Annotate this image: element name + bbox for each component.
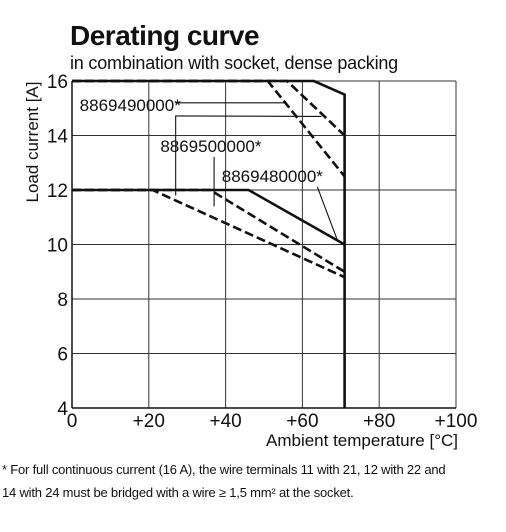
x-tick-label: 0 [67,411,78,432]
series-line-3 [72,79,346,178]
annotation-label-2: 8869500000* [160,137,262,156]
subtitle: in combination with socket, dense packin… [70,53,398,73]
title: Derating curve [70,20,260,51]
y-tick-label: 16 [47,72,68,93]
tick-labels: 4 6 8 10 12 14 16 0 +20 +40 +60 +80 +100 [47,72,478,432]
x-tick-label: +20 [133,411,165,432]
y-tick-label: 12 [47,181,68,202]
axes [71,81,456,409]
grid [72,80,457,408]
y-axis-label: Load current [A] [23,82,42,203]
annotation-label-1: 8869490000* [80,96,182,115]
annotations: 8869490000* 8869500000* 8869480000* [80,96,338,240]
y-tick-label: 4 [57,399,68,420]
footnote: * For full continuous current (16 A), th… [2,458,502,504]
x-axis-label: Ambient temperature [°C] [266,431,458,450]
y-tick-label: 10 [47,236,68,257]
annotation-label-3: 8869480000* [222,167,324,186]
x-tick-label: +100 [435,411,478,432]
derating-chart: 8869490000* 8869500000* 8869480000* 4 6 8 10 1… [23,72,478,450]
x-tick-label: +60 [286,411,318,432]
annotation-leader-3-1 [316,186,338,240]
series-group [72,79,346,408]
y-tick-label: 8 [57,290,68,311]
y-tick-label: 6 [57,345,68,366]
y-tick-label: 14 [47,127,69,148]
footnote-line-2: 14 with 24 must be bridged with a wire ≥… [2,485,354,500]
x-tick-label: +80 [363,411,395,432]
x-tick-label: +40 [209,411,241,432]
series-line-5 [72,188,346,273]
series-line-4 [72,188,346,246]
footnote-line-1: * For full continuous current (16 A), th… [2,462,446,477]
series-line-6 [72,188,346,279]
